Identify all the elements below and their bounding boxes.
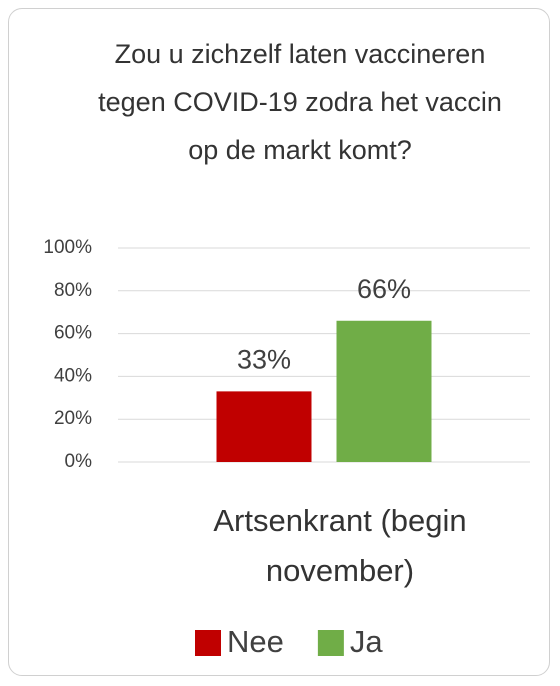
bar [216,391,312,462]
data-label: 66% [357,274,411,304]
y-tick-label: 20% [54,408,92,429]
bar [336,320,432,462]
legend-swatch [317,630,344,656]
legend-swatch [195,630,221,656]
y-tick-label: 0% [65,451,93,472]
data-label: 33% [237,345,291,375]
y-tick-label: 80% [54,280,92,301]
legend-label: Ja [350,624,384,659]
x-tick-label: Artsenkrant (begin november) [213,503,467,588]
y-tick-label: 60% [54,323,92,344]
chart-card [8,8,550,676]
y-tick-label: 100% [43,237,92,258]
legend-label: Nee [227,624,284,659]
chart-title: Zou u zichzelf laten vaccineren tegen CO… [98,39,502,165]
y-tick-label: 40% [54,365,92,386]
